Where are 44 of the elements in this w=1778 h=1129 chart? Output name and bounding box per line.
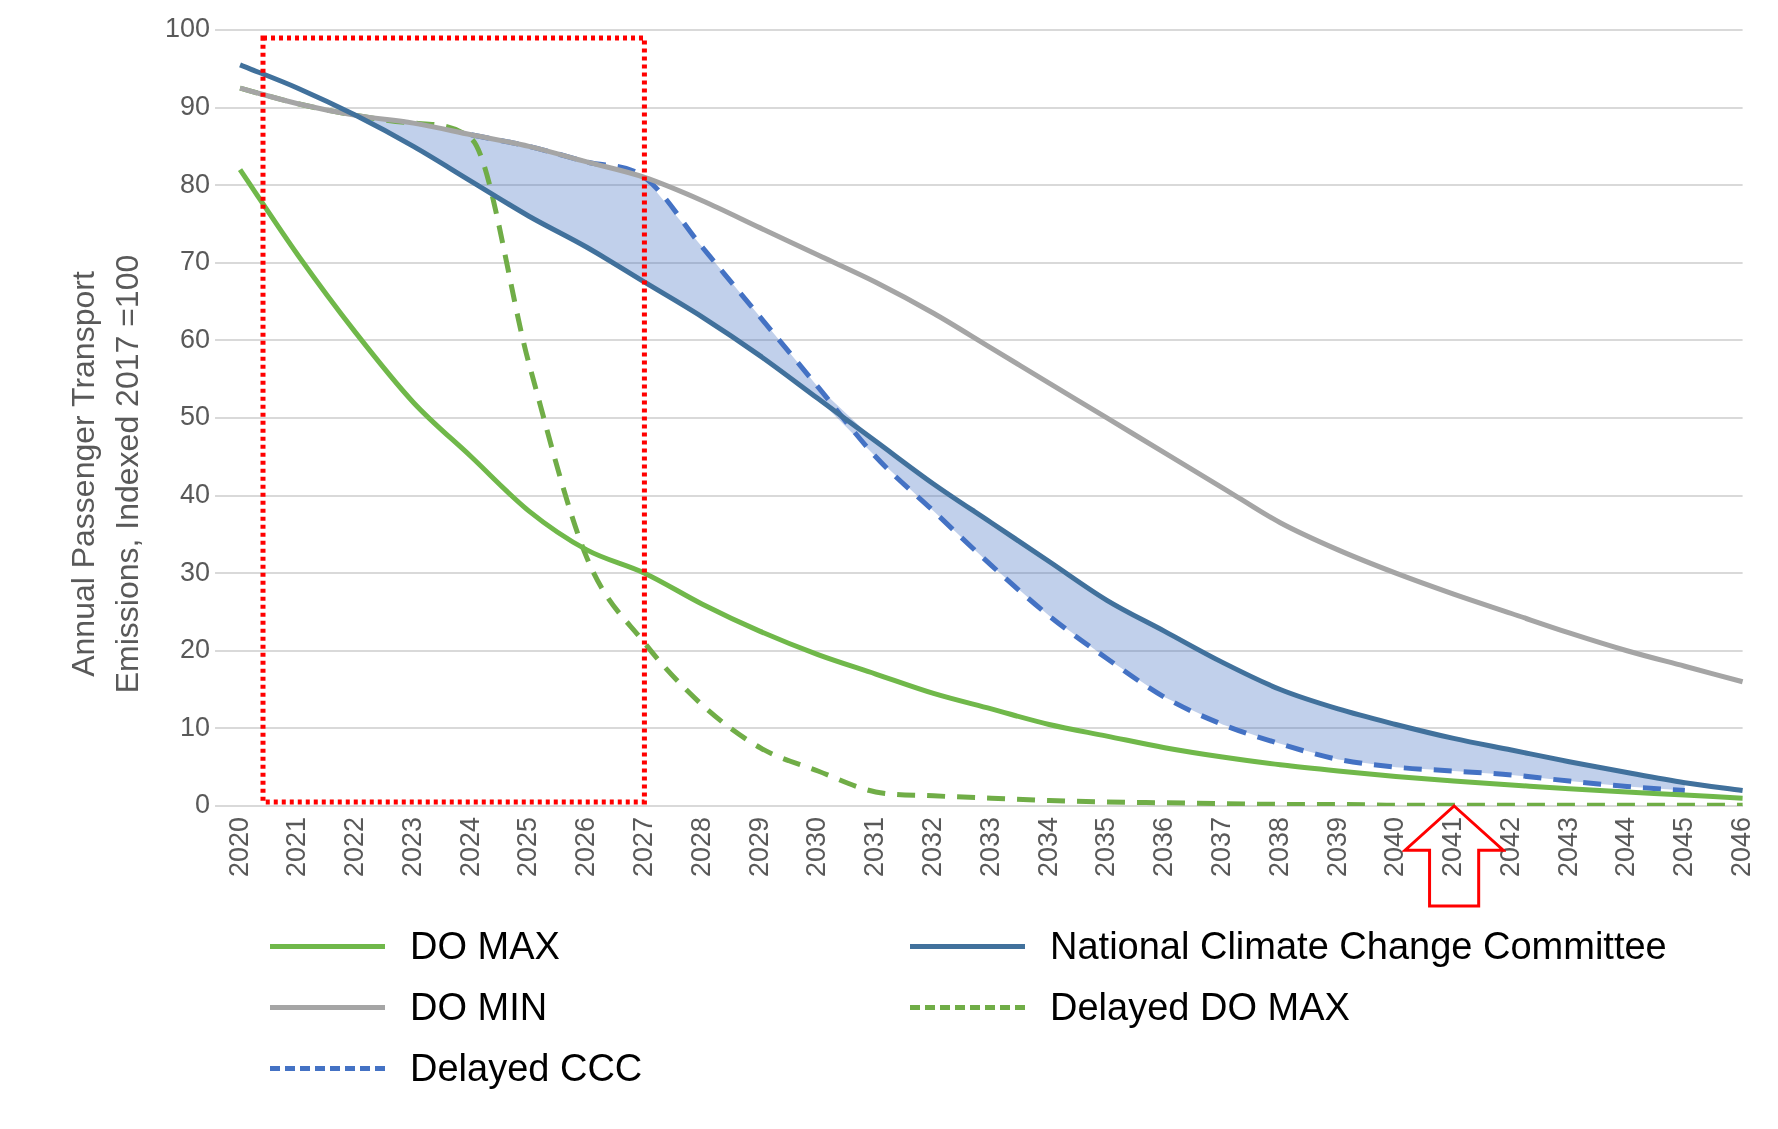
x-tick-label: 2033 <box>974 816 1005 878</box>
x-tick-label: 2030 <box>801 816 832 878</box>
x-tick-label: 2025 <box>512 816 543 878</box>
y-axis-title: Annual Passenger Transport Emissions, Indexed 2017 =100 <box>64 253 146 696</box>
x-tick-label: 2029 <box>743 816 774 878</box>
legend-label: DO MAX <box>410 925 560 968</box>
y-tick-label: 10 <box>180 711 211 742</box>
y-tick-label: 100 <box>164 13 211 44</box>
y-tick-label: 50 <box>180 401 211 432</box>
x-tick-label: 2024 <box>454 816 485 878</box>
x-tick-label: 2046 <box>1726 816 1757 878</box>
x-tick-label: 2032 <box>916 816 947 878</box>
x-tick-label: 2028 <box>685 816 716 878</box>
y-tick-label: 40 <box>180 479 211 510</box>
legend-label: Delayed CCC <box>410 1047 643 1090</box>
x-tick-label: 2042 <box>1494 816 1525 878</box>
x-tick-label: 2038 <box>1263 816 1294 878</box>
x-tick-label: 2036 <box>1148 816 1179 878</box>
y-tick-label: 30 <box>180 556 211 587</box>
legend-label: Delayed DO MAX <box>1050 986 1350 1029</box>
y-tick-label: 70 <box>180 246 211 277</box>
y-tick-label: 90 <box>180 91 211 122</box>
x-tick-label: 2020 <box>223 816 254 878</box>
y-tick-label: 0 <box>195 789 211 820</box>
x-tick-label: 2045 <box>1668 816 1699 878</box>
x-tick-label: 2044 <box>1610 816 1641 878</box>
legend-label: DO MIN <box>410 986 548 1029</box>
x-tick-label: 2039 <box>1321 816 1352 878</box>
x-tick-label: 2023 <box>396 816 427 878</box>
x-tick-label: 2041 <box>1437 816 1468 878</box>
y-tick-label: 60 <box>180 323 211 354</box>
x-tick-label: 2037 <box>1205 816 1236 878</box>
x-tick-label: 2040 <box>1379 816 1410 878</box>
x-tick-label: 2021 <box>281 816 312 878</box>
x-tick-label: 2026 <box>570 816 601 878</box>
x-tick-label: 2035 <box>1090 816 1121 878</box>
x-tick-label: 2034 <box>1032 816 1063 878</box>
y-tick-label: 80 <box>180 168 211 199</box>
legend-label: National Climate Change Committee <box>1050 925 1667 968</box>
x-tick-label: 2031 <box>859 816 890 878</box>
x-tick-label: 2027 <box>628 816 659 878</box>
y-tick-label: 20 <box>180 634 211 665</box>
x-tick-label: 2022 <box>339 816 370 878</box>
x-tick-label: 2043 <box>1552 816 1583 878</box>
